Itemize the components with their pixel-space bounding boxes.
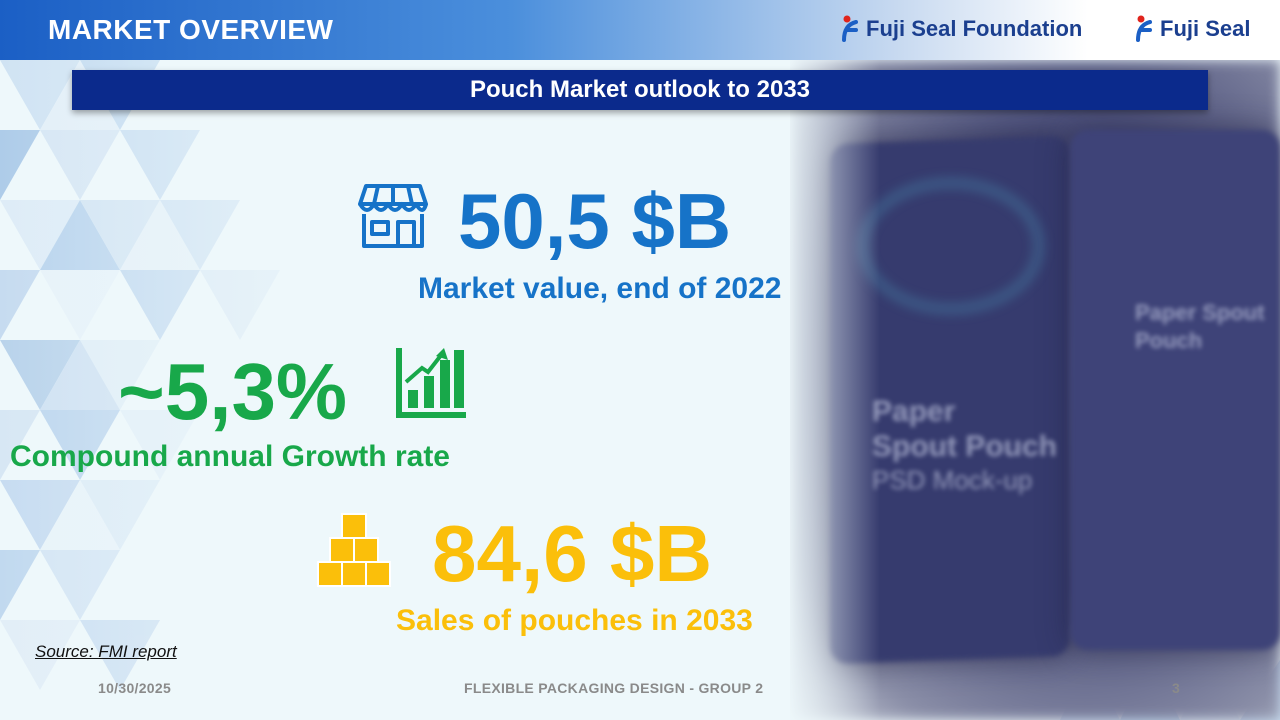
cagr-label: Compound annual Growth rate [10, 440, 450, 473]
market-value-figure: 50,5 $B [458, 177, 732, 265]
fuji-seal-logo-icon [1136, 15, 1152, 42]
banner-title: Pouch Market outlook to 2033 [469, 76, 811, 103]
pouch-sales-label: Sales of pouches in 2033 [396, 604, 753, 637]
footer-date: 10/30/2025 [98, 680, 172, 696]
growth-chart-icon [396, 348, 466, 418]
boxes-icon [317, 513, 391, 587]
page-title: MARKET OVERVIEW [48, 14, 334, 45]
header-bar: MARKET OVERVIEW Fuji Seal Foundation Fuj… [0, 0, 1280, 60]
market-value-label: Market value, end of 2022 [418, 272, 782, 305]
fuji-seal-logo: Fuji Seal [1134, 14, 1250, 44]
cagr-figure: ~5,3% [118, 347, 348, 436]
fuji-seal-foundation-logo: Fuji Seal Foundation [840, 14, 1082, 44]
fuji-seal-logo-icon [842, 15, 858, 42]
background-fade [0, 60, 1280, 720]
pouch-sales-figure: 84,6 $B [432, 509, 713, 598]
source-note: Source: FMI report [35, 642, 177, 661]
section-banner: Pouch Market outlook to 2033 [72, 70, 1208, 110]
store-icon [358, 184, 428, 248]
footer-title: FLEXIBLE PACKAGING DESIGN - GROUP 2 [464, 680, 764, 696]
page-number: 3 [1172, 680, 1181, 696]
logo-text-foundation: Fuji Seal Foundation [866, 16, 1083, 41]
logo-text-fuji-seal: Fuji Seal [1160, 16, 1251, 41]
